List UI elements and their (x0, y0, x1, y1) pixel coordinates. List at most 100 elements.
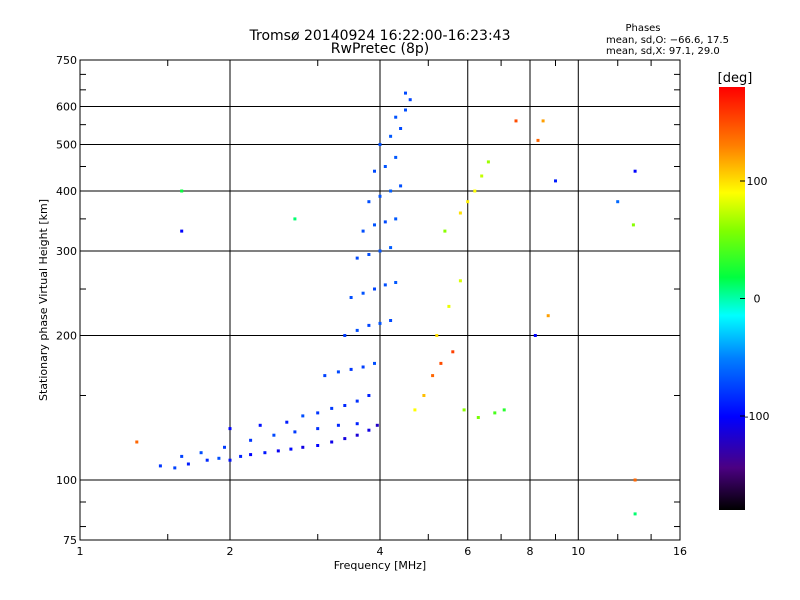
x-tick-label: 16 (673, 545, 687, 558)
data-point (199, 451, 203, 455)
x-axis-ticks: 1 2 4 6 8 10 16 (77, 60, 687, 558)
data-point (249, 453, 253, 457)
data-point (293, 430, 297, 434)
data-point (502, 408, 506, 412)
x-axis-label: Frequency [MHz] (334, 559, 426, 572)
data-point (316, 427, 320, 431)
data-point (546, 314, 550, 318)
y-axis-label: Stationary phase Virtual Height [km] (37, 199, 50, 401)
data-point (367, 200, 371, 204)
data-point (631, 223, 635, 227)
data-point (343, 334, 347, 337)
data-point (373, 223, 376, 227)
y-tick-label: 75 (63, 534, 77, 547)
data-point (633, 169, 637, 173)
data-point (228, 458, 232, 462)
data-point (367, 323, 371, 327)
data-point (349, 367, 353, 371)
y-tick-label: 400 (56, 185, 77, 198)
data-point (343, 404, 347, 407)
y-tick-label: 100 (56, 474, 77, 487)
data-point (476, 416, 480, 419)
data-point (633, 512, 637, 516)
data-point (323, 374, 327, 378)
x-tick-label: 8 (527, 545, 534, 558)
colorbar-label: [deg] (718, 71, 753, 86)
data-point (394, 115, 398, 119)
y-tick-label: 600 (56, 101, 77, 114)
x-tick-label: 10 (571, 545, 585, 558)
data-point (355, 256, 359, 260)
chart-title: Tromsø 20140924 16:22:00-16:23:43 (249, 28, 511, 44)
data-point (180, 189, 184, 193)
data-point (394, 155, 398, 159)
plot-frame (79, 59, 681, 541)
data-point (367, 428, 371, 432)
data-point (389, 246, 393, 250)
data-point (451, 350, 455, 354)
data-point (272, 433, 276, 437)
data-point (158, 464, 162, 468)
data-point (355, 433, 359, 437)
data-point (633, 478, 637, 482)
data-point (330, 406, 334, 410)
data-point (373, 169, 376, 173)
y-tick-label: 200 (56, 330, 77, 343)
data-point (180, 229, 184, 233)
data-point (217, 456, 221, 460)
data-point (293, 217, 297, 221)
data-point (466, 200, 470, 204)
data-point (389, 134, 393, 138)
x-tick-label: 1 (77, 545, 84, 558)
data-point (480, 174, 484, 178)
data-point (533, 334, 537, 337)
data-point (389, 319, 393, 322)
data-point (355, 328, 359, 332)
data-point (316, 411, 320, 415)
data-point (173, 466, 177, 470)
data-point (383, 220, 387, 224)
data-point (186, 462, 190, 466)
data-point (349, 296, 353, 299)
data-point (336, 423, 340, 427)
data-point (473, 189, 477, 193)
data-point (223, 445, 226, 449)
data-point (458, 279, 462, 283)
data-point (228, 427, 232, 431)
data-point (486, 160, 490, 164)
data-point (355, 399, 359, 403)
colorbar-ticks: 100 0 -100 (740, 175, 769, 423)
x-tick-label: 2 (227, 545, 234, 558)
data-point (399, 127, 403, 130)
data-point (422, 394, 426, 397)
data-point (378, 249, 382, 253)
data-point (373, 361, 376, 365)
data-point (301, 414, 305, 418)
y-axis-ticks: 75 100 200 300 400 500 600 750 (56, 54, 680, 547)
chart-subtitle: RwPretec (8p) (331, 41, 429, 57)
data-point (343, 437, 347, 441)
data-point (383, 283, 387, 287)
data-point (443, 229, 447, 233)
data-point (404, 91, 407, 95)
data-point (458, 211, 462, 215)
grid (80, 60, 680, 540)
colorbar: 100 0 -100 [deg] (718, 71, 769, 510)
data-point (541, 119, 545, 123)
data-point (239, 454, 243, 458)
stats-o-mode: mean, sd,O: −66.6, 17.5 (606, 35, 729, 46)
y-tick-label: 300 (56, 245, 77, 258)
data-point (258, 423, 262, 427)
data-point (263, 451, 267, 455)
colorbar-tick-label: 100 (747, 175, 768, 188)
data-points (135, 91, 637, 516)
data-point (367, 253, 371, 256)
data-point (330, 440, 334, 444)
data-point (361, 229, 365, 233)
x-tick-label: 4 (377, 545, 384, 558)
data-point (373, 287, 376, 291)
data-point (180, 454, 184, 458)
data-point (399, 184, 403, 188)
